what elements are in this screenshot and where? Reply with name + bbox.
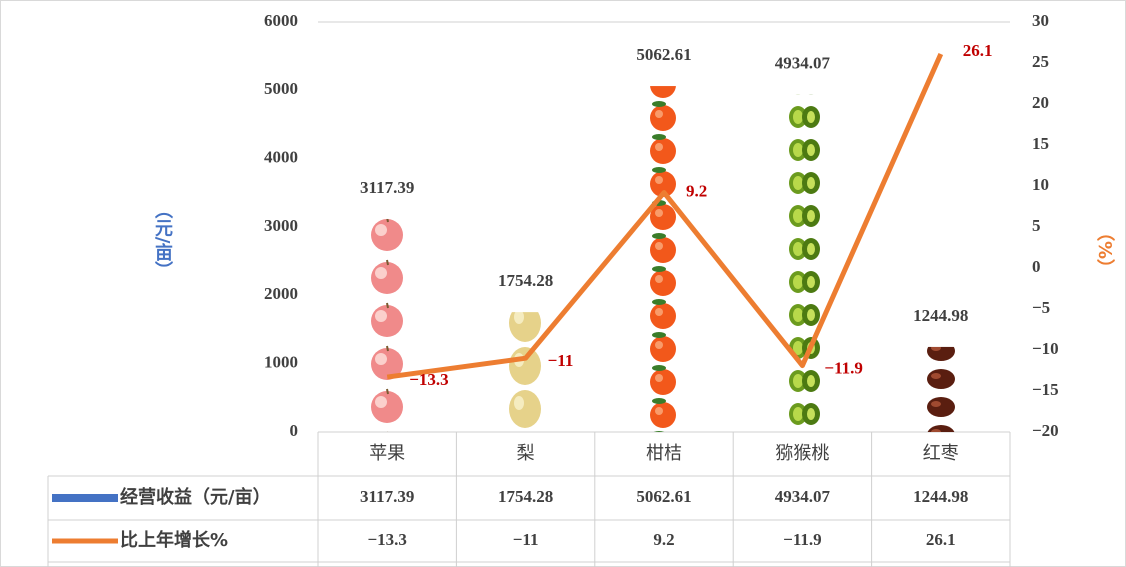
- y-tick-label: 0: [290, 421, 299, 440]
- bar: [367, 219, 407, 432]
- data-label: 1244.98: [913, 306, 968, 325]
- table-cell: −11.9: [783, 530, 822, 549]
- y2-tick-label: 5: [1032, 216, 1041, 235]
- y2-tick-label: 0: [1032, 257, 1041, 276]
- y2-axis-title: （%）: [1094, 223, 1115, 277]
- y2-tick-label: 25: [1032, 52, 1049, 71]
- y2-tick-label: −15: [1032, 380, 1059, 399]
- data-label: 26.1: [963, 41, 993, 60]
- y2-tick-label: 15: [1032, 134, 1049, 153]
- y2-tick-label: 30: [1032, 11, 1049, 30]
- x-tick-label: 猕猴桃: [775, 443, 829, 464]
- x-tick-label: 梨: [517, 443, 535, 464]
- data-label: −11.9: [824, 358, 863, 377]
- data-label: 1754.28: [498, 271, 553, 290]
- table-cell: 3117.39: [360, 487, 414, 506]
- y-axis-title: （元/亩）: [152, 201, 173, 280]
- y-tick-label: 1000: [264, 353, 298, 372]
- y-tick-label: 6000: [264, 11, 298, 30]
- y-tick-label: 3000: [264, 216, 298, 235]
- table-cell: 4934.07: [775, 487, 831, 506]
- y2-tick-label: 20: [1032, 93, 1049, 112]
- x-tick-label: 红枣: [923, 443, 959, 464]
- legend-label: 经营收益（元/亩）: [120, 486, 271, 508]
- y2-tick-label: −5: [1032, 298, 1050, 317]
- chart-border: [1, 1, 1126, 567]
- legend-swatch: [52, 494, 118, 502]
- table-cell: 1244.98: [913, 487, 968, 506]
- y-tick-label: 5000: [264, 79, 298, 98]
- data-label: 5062.61: [636, 45, 691, 64]
- data-label: −13.3: [409, 370, 448, 389]
- table-cell: 26.1: [926, 530, 956, 549]
- data-label: 4934.07: [775, 54, 831, 73]
- data-label: 3117.39: [360, 178, 414, 197]
- chart: （元/亩） （%） 0 1000 2000 3000 4000 5000 6000 −20 −1…: [0, 0, 1126, 567]
- table-cell: 9.2: [653, 530, 674, 549]
- x-tick-label: 柑桔: [646, 443, 682, 464]
- table-cell: −13.3: [367, 530, 406, 549]
- table-cell: −11: [513, 530, 539, 549]
- y-tick-label: 2000: [264, 284, 298, 303]
- bar: [921, 347, 961, 432]
- bar: [644, 86, 684, 432]
- x-tick-label: 苹果: [369, 443, 405, 464]
- y2-tick-label: −20: [1032, 421, 1059, 440]
- y-tick-label: 4000: [264, 148, 298, 167]
- y2-tick-label: 10: [1032, 175, 1049, 194]
- table-cell: 5062.61: [636, 487, 691, 506]
- bar: [506, 312, 546, 432]
- table-cell: 1754.28: [498, 487, 553, 506]
- data-label: 9.2: [686, 181, 707, 200]
- data-label: −11: [548, 351, 574, 370]
- bar: [782, 95, 822, 432]
- legend-label: 比上年增长%: [120, 529, 228, 551]
- y2-tick-label: −10: [1032, 339, 1059, 358]
